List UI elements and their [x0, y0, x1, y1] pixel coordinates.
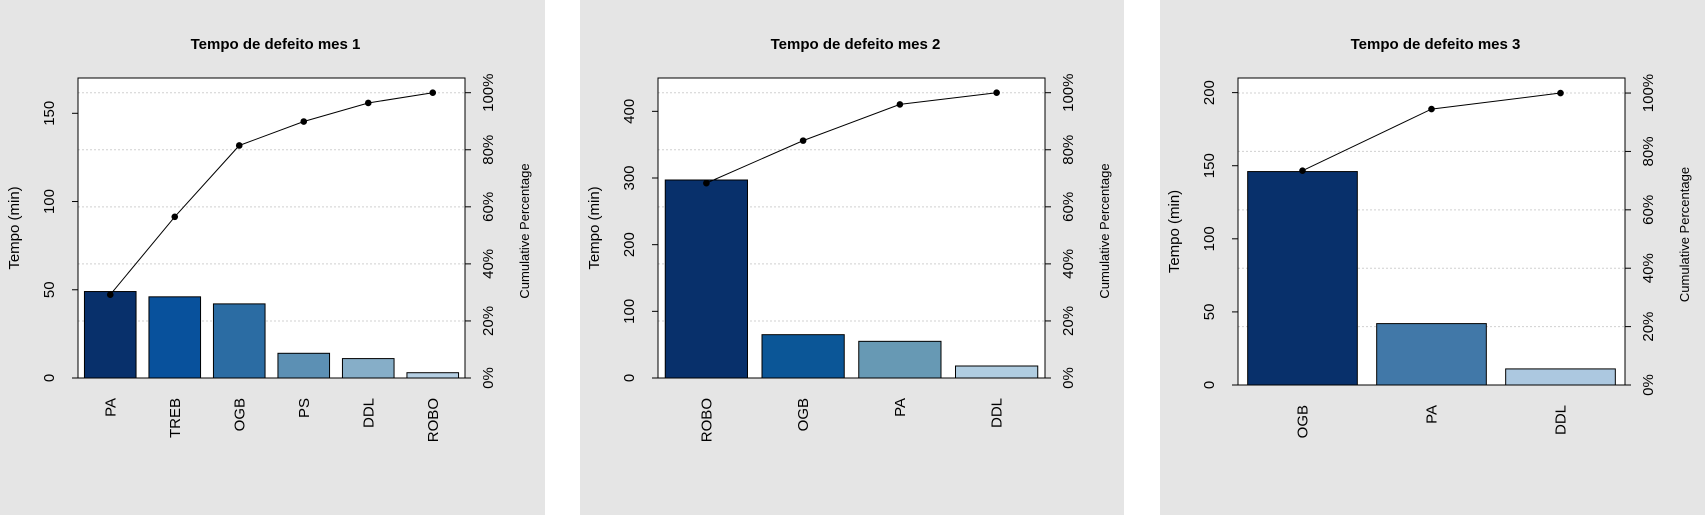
chart-panel-2: 0 100 200 300 400 0% 20% 40% 60% 80% 100% ROBO OGB PA…: [580, 0, 1124, 515]
x-tick-label-robo: ROBO: [698, 398, 715, 442]
bar-ps: [277, 352, 331, 379]
cumulative-point-pa: [896, 101, 904, 108]
y2-tick-label-0: 0%: [480, 367, 497, 389]
y2-tick-label-5: 100%: [1060, 74, 1077, 112]
y-tick-label-4: 200: [1201, 80, 1218, 105]
cumulative-point-pa: [1428, 105, 1435, 113]
plot-background: [78, 78, 465, 378]
chart-panel-1: 0 50 100 150 0% 20% 40% 60% 80% 100% PA TREB OGB PS DD…: [0, 0, 545, 515]
bar-ogb: [212, 303, 266, 379]
bar-robo: [406, 372, 460, 379]
bar-pa: [1376, 323, 1487, 386]
bar-ogb: [1247, 171, 1358, 386]
y-tick-label-2: 100: [41, 189, 58, 214]
x-tick-label-ddl: DDL: [989, 398, 1006, 428]
y2-tick-label-2: 40%: [1640, 253, 1657, 283]
cumulative-line: [706, 92, 997, 184]
y2-tick-label-1: 20%: [480, 306, 497, 336]
y2-tick-label-3: 60%: [480, 192, 497, 222]
cumulative-point-pa: [106, 291, 114, 298]
chart-title: Tempo de defeito mes 2: [771, 36, 941, 53]
bar-robo: [664, 179, 748, 379]
plot-frame: [1237, 77, 1626, 386]
y2-tick-label-3: 60%: [1060, 192, 1077, 222]
cumulative-point-ogb: [1299, 167, 1306, 175]
bar-pa: [858, 340, 942, 379]
y2-tick-label-5: 100%: [480, 74, 497, 112]
y-axis-label: Tempo (min): [6, 186, 23, 269]
bar-ddl: [955, 365, 1039, 379]
y-tick-label-0: 0: [1201, 381, 1218, 389]
y2-tick-label-0: 0%: [1060, 367, 1077, 389]
y2-tick-label-4: 80%: [1640, 136, 1657, 166]
cumulative-point-robo: [703, 179, 710, 187]
y-tick-label-3: 300: [621, 165, 638, 190]
y2-tick-label-3: 60%: [1640, 195, 1657, 225]
y-tick-label-0: 0: [621, 374, 638, 382]
y2-tick-label-4: 80%: [1060, 135, 1077, 165]
y2-tick-label-5: 100%: [1640, 74, 1657, 112]
y2-tick-label-2: 40%: [480, 249, 497, 279]
y2-axis-label: Cumulative Percentage: [517, 163, 532, 298]
x-tick-label-ddl: DDL: [1553, 405, 1570, 435]
cumulative-point-ogb: [235, 142, 243, 149]
x-tick-label-ogb: OGB: [1295, 405, 1312, 438]
y-tick-label-0: 0: [41, 374, 58, 382]
y-axis-label: Tempo (min): [1166, 190, 1183, 273]
y2-tick-label-1: 20%: [1060, 306, 1077, 336]
y-tick-label-2: 100: [1201, 226, 1218, 251]
bar-ddl: [341, 358, 395, 379]
pareto-chart-3: 0 50 100 150 200 0% 20% 40% 60% 80% 100% OGB PA DDL Te…: [1166, 36, 1692, 438]
pareto-chart-1: 0 50 100 150 0% 20% 40% 60% 80% 100% PA TREB OGB PS DD…: [6, 36, 532, 442]
x-tick-label-treb: TREB: [167, 398, 184, 438]
cumulative-point-ogb: [799, 137, 807, 144]
plot-frame: [657, 77, 1046, 379]
y-tick-label-4: 400: [621, 99, 638, 124]
y-tick-label-1: 50: [41, 281, 58, 298]
cumulative-point-ddl: [364, 99, 372, 107]
y2-tick-label-0: 0%: [1640, 374, 1657, 396]
x-tick-label-ogb: OGB: [231, 398, 248, 431]
y-tick-label-3: 150: [1201, 153, 1218, 178]
x-tick-label-ogb: OGB: [795, 398, 812, 431]
y2-tick-label-1: 20%: [1640, 312, 1657, 342]
y-tick-label-2: 200: [621, 232, 638, 257]
y2-axis-label: Cumulative Percentage: [1097, 163, 1112, 298]
y-tick-label-1: 100: [621, 299, 638, 324]
x-tick-label-robo: ROBO: [425, 398, 442, 442]
cumulative-point-treb: [171, 213, 179, 221]
y-tick-label-3: 150: [41, 101, 58, 126]
plot-frame: [77, 77, 466, 379]
cumulative-point-ps: [300, 118, 308, 125]
bar-pa: [83, 291, 137, 379]
y2-tick-label-4: 80%: [480, 135, 497, 165]
chart-title: Tempo de defeito mes 3: [1351, 36, 1521, 53]
x-tick-label-ddl: DDL: [360, 398, 377, 428]
y-tick-label-1: 50: [1201, 304, 1218, 321]
x-tick-label-pa: PA: [102, 398, 119, 417]
cumulative-point-ddl: [993, 89, 1000, 96]
chart-title: Tempo de defeito mes 1: [191, 36, 361, 53]
pareto-chart-2: 0 100 200 300 400 0% 20% 40% 60% 80% 100% ROBO OGB PA…: [586, 36, 1112, 442]
x-tick-label-ps: PS: [296, 398, 313, 418]
cumulative-point-ddl: [1557, 89, 1564, 97]
y-axis-label: Tempo (min): [586, 186, 603, 269]
x-tick-label-pa: PA: [892, 398, 909, 417]
bar-ogb: [761, 334, 845, 379]
cumulative-line: [109, 92, 433, 296]
cumulative-point-robo: [429, 89, 437, 96]
chart-panel-3: 0 50 100 150 200 0% 20% 40% 60% 80% 100% OGB PA DDL Te…: [1160, 0, 1705, 515]
bar-treb: [148, 296, 202, 379]
bar-ddl: [1505, 368, 1616, 386]
y2-tick-label-2: 40%: [1060, 249, 1077, 279]
x-tick-label-pa: PA: [1424, 405, 1441, 424]
y2-axis-label: Cumulative Percentage: [1677, 167, 1692, 302]
